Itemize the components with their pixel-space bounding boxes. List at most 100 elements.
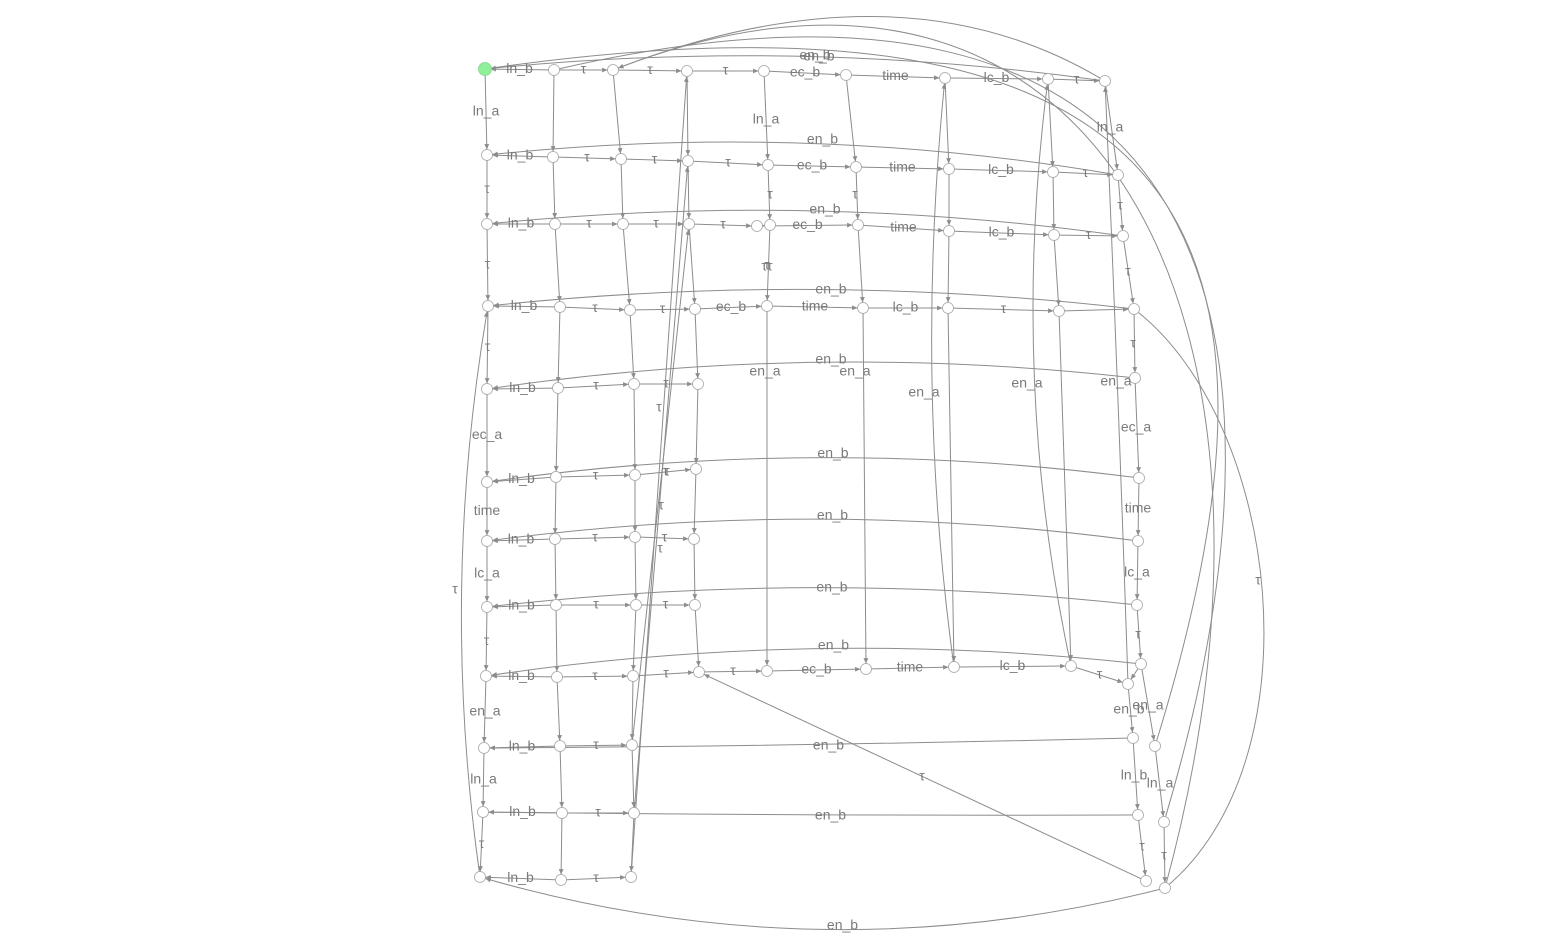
row-r3-cell-2-label: ec_b xyxy=(716,298,747,314)
edge-mid3-0 xyxy=(1047,84,1055,167)
rcol-label-13: τ xyxy=(1139,838,1145,854)
col0-label-0: ln_a xyxy=(473,103,500,119)
state-node xyxy=(481,476,493,488)
edge-layer xyxy=(460,15,1265,931)
edge-mid0-2 xyxy=(765,230,771,301)
col0-label-8: en_a xyxy=(469,703,500,719)
row-r1-cell-5-label: lc_b xyxy=(988,161,1014,177)
edge-r1-1 xyxy=(558,156,616,162)
state-node xyxy=(617,218,629,230)
edge-col0-7 xyxy=(483,612,489,671)
state-node xyxy=(683,218,695,230)
state-node xyxy=(1053,305,1065,317)
edge-return-right-loop xyxy=(1133,308,1265,889)
row-r4-cell-0-label: τ xyxy=(593,377,599,393)
row-r1-cell-0-label: τ xyxy=(584,149,590,165)
misc-label-0: en_a xyxy=(908,384,939,400)
rcol-label-1: τ xyxy=(1117,197,1123,213)
row-r8-cell-3-label: ec_b xyxy=(801,661,832,677)
edge-mid2-2 xyxy=(945,236,951,303)
edge-rcol-5 xyxy=(1135,483,1141,536)
rcol-label-7: lc_a xyxy=(1124,564,1150,580)
state-node xyxy=(629,469,641,481)
row-r8-cell-6-label: τ xyxy=(1097,666,1103,682)
edge-r1-2 xyxy=(626,158,683,164)
row-r1-cell-6-label: τ xyxy=(1083,164,1089,180)
state-node xyxy=(840,69,852,81)
state-node xyxy=(758,65,770,77)
edge-r4-en_b xyxy=(492,361,1130,390)
initial-state-node xyxy=(478,62,492,76)
state-node xyxy=(551,671,563,683)
col0-label-7: τ xyxy=(484,632,490,648)
edge-r3-en_b xyxy=(493,288,1129,309)
edge-return-bottom xyxy=(703,673,1142,880)
state-node xyxy=(481,535,493,547)
row-r11-ln_b-label: ln_b xyxy=(507,869,534,885)
state-node xyxy=(1158,816,1170,828)
row-r2-cell-1-label: τ xyxy=(653,215,659,231)
row-r0-en_b-label: en_b xyxy=(799,47,830,63)
state-node xyxy=(554,740,566,752)
edge-r2-5 xyxy=(863,224,944,233)
edge-mid2-0 xyxy=(944,83,951,164)
row-r8-cell-4-label: time xyxy=(897,659,924,675)
edge-rcol-6 xyxy=(1134,546,1140,600)
row-r10-en_b-label: en_b xyxy=(815,807,846,823)
misc-label-10: τ xyxy=(452,581,458,597)
edge-col0-3 xyxy=(484,311,490,384)
row-r11-cell-0-label: τ xyxy=(593,869,599,885)
state-node xyxy=(607,64,619,76)
misc-label-3: τ xyxy=(656,399,662,415)
state-node xyxy=(689,303,701,315)
edge-r0-en_b xyxy=(490,55,1100,81)
edge-r5-ln_b xyxy=(492,476,551,484)
edge-r9-en_b xyxy=(489,737,1128,751)
rcol-label-12: ln_a xyxy=(1147,775,1174,791)
edge-r4-ln_b xyxy=(492,386,553,392)
edge-r3-7 xyxy=(1064,306,1129,312)
row-r2-cell-3-label: ec_b xyxy=(792,216,823,232)
state-node xyxy=(1131,599,1143,611)
edge-rcol-2 xyxy=(1123,241,1135,304)
state-node xyxy=(626,739,638,751)
state-node xyxy=(550,471,562,483)
edge-col2-7 xyxy=(631,610,637,671)
edge-r8-6 xyxy=(959,663,1066,669)
state-node xyxy=(552,382,564,394)
state-node xyxy=(1065,660,1077,672)
state-node xyxy=(1129,372,1141,384)
edge-col1-8 xyxy=(556,682,562,741)
row-r5-en_b-label: en_b xyxy=(817,445,848,461)
row-r1-cell-1-label: τ xyxy=(652,151,658,167)
row-r8-cell-0-label: τ xyxy=(592,667,598,683)
misc-label-4: τ xyxy=(664,463,670,479)
edge-r2-7 xyxy=(1059,233,1118,239)
edge-rcol2-1 xyxy=(1155,751,1166,817)
edge-col0-8 xyxy=(481,681,487,743)
row-r2-en_b-label: en_b xyxy=(809,201,840,217)
upper-col-label-3: en_a xyxy=(749,363,780,379)
row-r0-cell-0-label: τ xyxy=(581,61,587,77)
edge-r6-ln_b xyxy=(492,538,550,544)
edge-r4-1 xyxy=(563,382,629,389)
edge-col0-2 xyxy=(485,229,491,301)
edge-r6-en_b xyxy=(492,518,1133,542)
row-r6-en_b-label: en_b xyxy=(817,507,848,523)
state-node xyxy=(1135,658,1147,670)
row-r8-cell-1-label: τ xyxy=(663,665,669,681)
row-r6-cell-0-label: τ xyxy=(592,529,598,545)
col0-label-2: τ xyxy=(485,256,491,272)
edge-col3-0 xyxy=(685,76,691,156)
rcol-label-4: en_a xyxy=(1100,373,1131,389)
row-r2-cell-6-label: τ xyxy=(1086,226,1092,242)
upper-col-label-1: τ xyxy=(767,186,773,202)
state-node xyxy=(548,64,560,76)
edge-r8-7 xyxy=(1076,667,1123,684)
state-node xyxy=(554,301,566,313)
rcol-label-14: τ xyxy=(1161,847,1167,863)
edge-r11-en_b xyxy=(485,877,1160,931)
misc-label-7: ττ xyxy=(761,258,773,274)
edge-r3-4 xyxy=(772,305,858,311)
state-node xyxy=(630,599,642,611)
